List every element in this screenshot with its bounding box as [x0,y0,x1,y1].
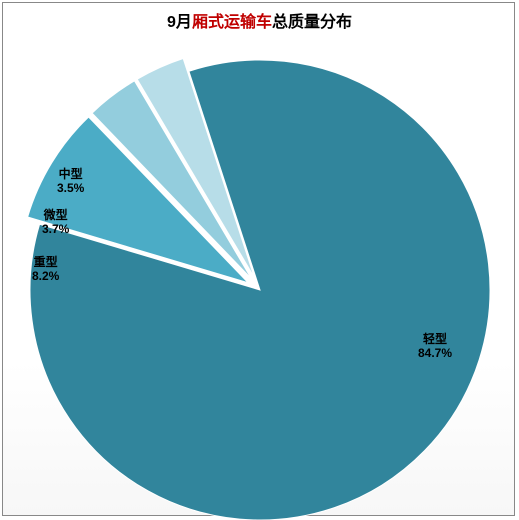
slice-label-name: 重型 [32,255,59,269]
slice-label-name: 中型 [57,167,84,181]
slice-label-pct: 3.7% [42,222,69,236]
title-highlight: 厢式运输车 [192,14,272,31]
slice-label-name: 微型 [42,208,69,222]
pie-wrap: 轻型84.7% 重型8.2% 微型3.7% 中型3.5% [0,30,519,520]
title-pre: 9月 [167,14,192,31]
slice-label-name: 轻型 [418,332,452,346]
chart-title: 9月厢式运输车总质量分布 [0,8,519,32]
slice-label-中型: 中型3.5% [57,167,84,195]
pie-chart [0,30,519,520]
slice-label-微型: 微型3.7% [42,208,69,236]
slice-label-pct: 84.7% [418,346,452,360]
title-post: 总质量分布 [272,14,352,31]
chart-container: 9月厢式运输车总质量分布 轻型84.7% 重型8.2% 微型3.7% 中型3.5% [0,0,519,520]
slice-label-重型: 重型8.2% [32,255,59,283]
slice-label-轻型: 轻型84.7% [418,332,452,360]
slice-label-pct: 3.5% [57,181,84,195]
slice-label-pct: 8.2% [32,269,59,283]
